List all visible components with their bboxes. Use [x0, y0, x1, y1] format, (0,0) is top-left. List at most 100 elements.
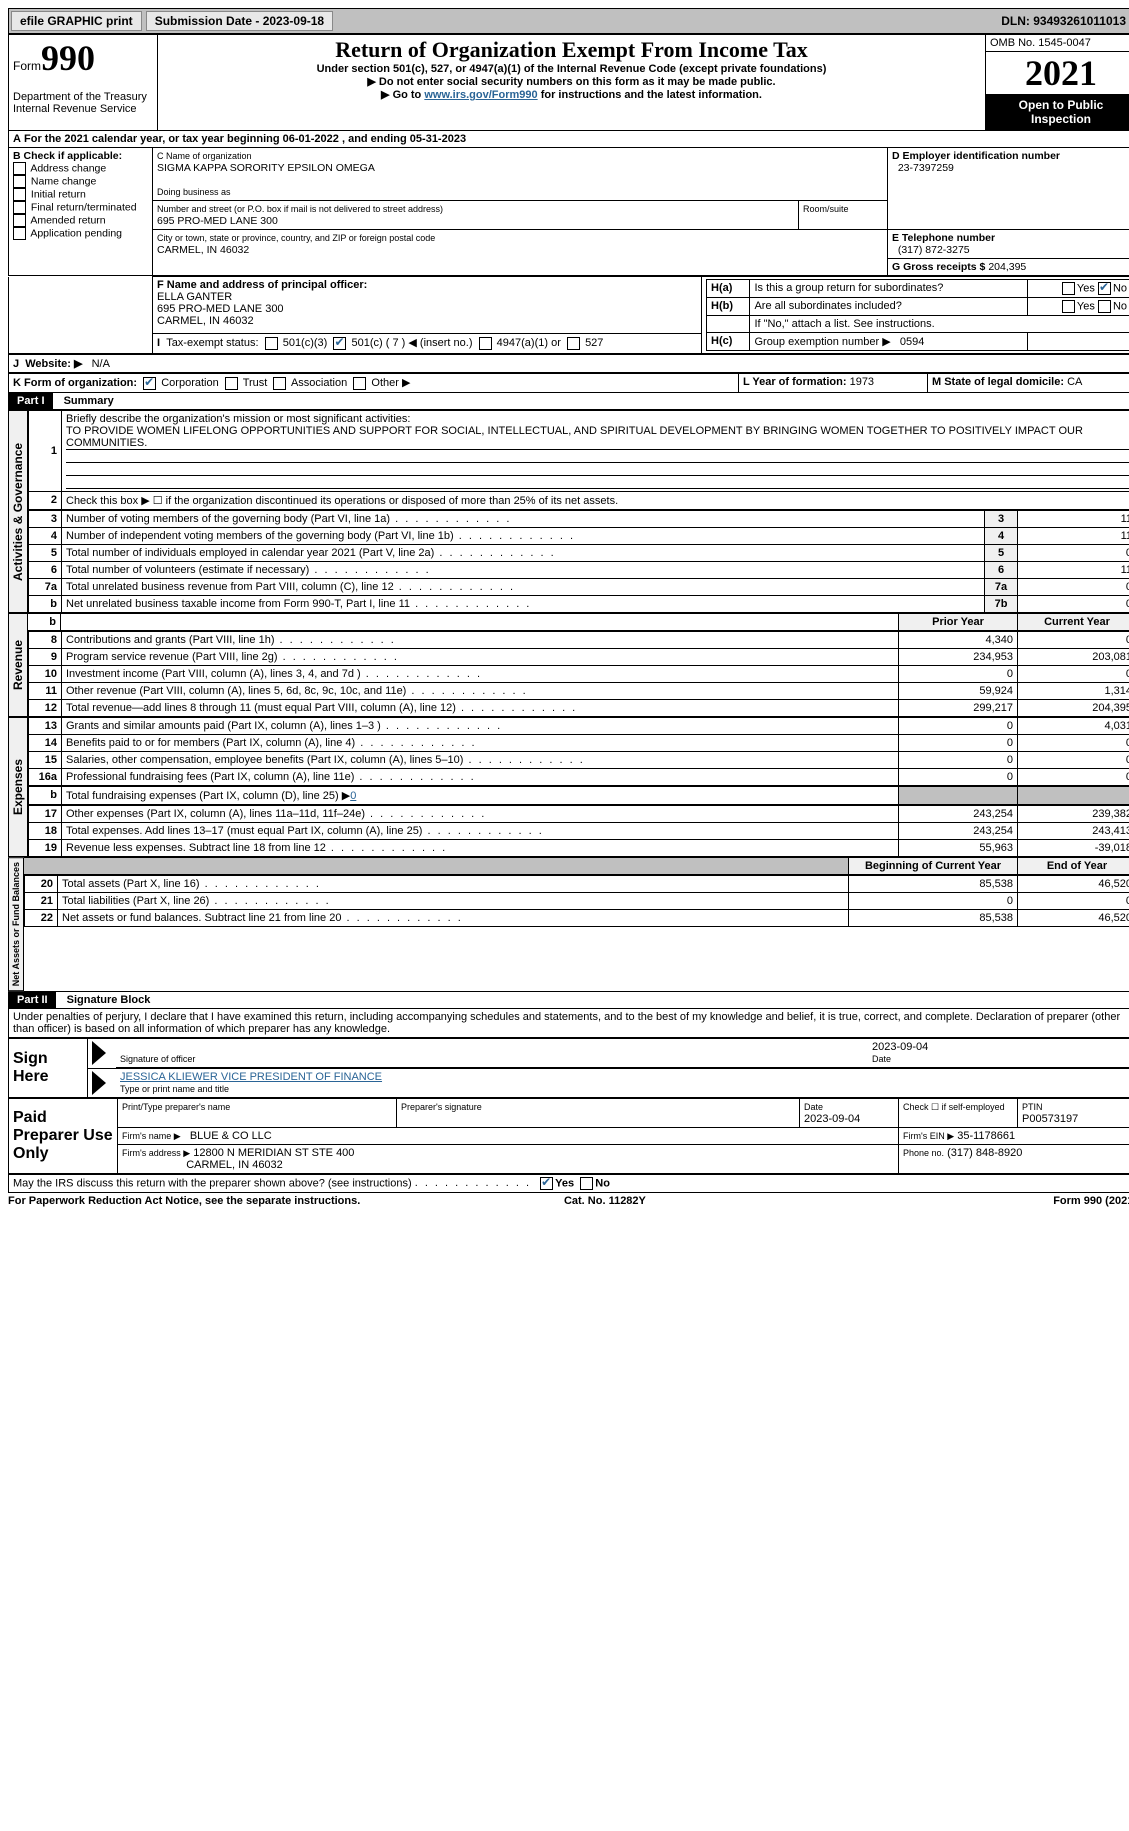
state-domicile: CA: [1067, 376, 1082, 388]
hdr-curr: Current Year: [1018, 613, 1129, 630]
hb-yes[interactable]: [1062, 300, 1075, 313]
hb-no[interactable]: [1098, 300, 1111, 313]
hdr-boy: Beginning of Current Year: [849, 857, 1018, 874]
check-app-pending[interactable]: [13, 227, 26, 240]
firm-addr-label: Firm's address ▶: [122, 1148, 190, 1158]
l16b-label: Total fundraising expenses (Part IX, col…: [66, 790, 350, 802]
i-4947[interactable]: [479, 337, 492, 350]
part2-bar: Part II: [9, 992, 56, 1008]
omb-number: OMB No. 1545-0047: [986, 35, 1129, 52]
b-label: B Check if applicable:: [13, 150, 122, 162]
form-number: 990: [41, 38, 95, 78]
m-label: M State of legal domicile:: [932, 376, 1064, 388]
form-title: Return of Organization Exempt From Incom…: [162, 37, 981, 63]
open-inspection: Open to Public Inspection: [986, 94, 1129, 130]
table-row: 17Other expenses (Part IX, column (A), l…: [29, 805, 1129, 822]
city-label: City or town, state or province, country…: [157, 233, 435, 243]
table-row: 13Grants and similar amounts paid (Part …: [29, 717, 1129, 734]
section-f-h: F Name and address of principal officer:…: [8, 276, 1129, 354]
table-row: 19Revenue less expenses. Subtract line 1…: [29, 839, 1129, 856]
table-row: 22Net assets or fund balances. Subtract …: [25, 909, 1129, 926]
footer-left: For Paperwork Reduction Act Notice, see …: [8, 1195, 360, 1207]
table-row: 3Number of voting members of the governi…: [29, 510, 1129, 527]
dln: DLN: 93493261011013: [1001, 14, 1129, 28]
d-label: D Employer identification number: [892, 150, 1060, 162]
ptin-label: PTIN: [1022, 1102, 1043, 1112]
officer-city: CARMEL, IN 46032: [157, 315, 254, 327]
k-trust[interactable]: [225, 377, 238, 390]
l-label: L Year of formation:: [743, 376, 847, 388]
l1-label: Briefly describe the organization's miss…: [66, 413, 410, 425]
discuss-no[interactable]: [580, 1177, 593, 1190]
i-501c[interactable]: [333, 337, 346, 350]
firm-addr1: 12800 N MERIDIAN ST STE 400: [193, 1147, 354, 1159]
website: N/A: [92, 358, 110, 370]
subtitle-1: Under section 501(c), 527, or 4947(a)(1)…: [162, 63, 981, 75]
check-name-change[interactable]: [13, 175, 26, 188]
irs-label: Internal Revenue Service: [13, 103, 137, 115]
side-activities: Activities & Governance: [8, 410, 28, 613]
table-row: 11Other revenue (Part VIII, column (A), …: [29, 682, 1129, 699]
check-initial-return[interactable]: [13, 188, 26, 201]
dept-treasury: Department of the Treasury: [13, 91, 147, 103]
declaration: Under penalties of perjury, I declare th…: [8, 1009, 1129, 1038]
firm-phone: (317) 848-8920: [947, 1147, 1022, 1159]
name-title-label: Type or print name and title: [120, 1084, 229, 1094]
table-row: 8Contributions and grants (Part VIII, li…: [29, 631, 1129, 648]
hc-label: Group exemption number ▶: [754, 336, 890, 348]
discuss-yes[interactable]: [540, 1177, 553, 1190]
officer-name: ELLA GANTER: [157, 291, 232, 303]
l16b-value[interactable]: 0: [350, 790, 356, 802]
k-other[interactable]: [353, 377, 366, 390]
check-amended[interactable]: [13, 214, 26, 227]
line-a: A For the 2021 calendar year, or tax yea…: [8, 131, 1129, 147]
i-label: Tax-exempt status:: [166, 337, 258, 349]
ein: 23-7397259: [898, 162, 954, 174]
part1-bar: Part I: [9, 393, 53, 409]
form990-link[interactable]: www.irs.gov/Form990: [424, 89, 537, 101]
table-row: 4Number of independent voting members of…: [29, 527, 1129, 544]
c-name-label: C Name of organization: [157, 151, 252, 161]
i-501c3[interactable]: [265, 337, 278, 350]
table-row: 15Salaries, other compensation, employee…: [29, 751, 1129, 768]
pt-date-label: Date: [804, 1102, 823, 1112]
section-b-g: B Check if applicable: Address change Na…: [8, 147, 1129, 276]
side-expenses: Expenses: [8, 717, 28, 857]
ha-no[interactable]: [1098, 282, 1111, 295]
hc-value: 0594: [900, 336, 924, 348]
i-527[interactable]: [567, 337, 580, 350]
sign-here-block: Sign Here Signature of officer 2023-09-0…: [8, 1038, 1129, 1098]
check-final-return[interactable]: [13, 201, 26, 214]
sig-date: 2023-09-04: [872, 1041, 928, 1053]
efile-print-button[interactable]: efile GRAPHIC print: [11, 11, 142, 31]
ptin: P00573197: [1022, 1113, 1078, 1125]
footer: For Paperwork Reduction Act Notice, see …: [8, 1193, 1129, 1207]
e-label: E Telephone number: [892, 232, 995, 244]
firm-ein-label: Firm's EIN ▶: [903, 1131, 954, 1141]
org-name: SIGMA KAPPA SORORITY EPSILON OMEGA: [157, 162, 375, 174]
pt-name-label: Print/Type preparer's name: [122, 1102, 230, 1112]
firm-phone-label: Phone no.: [903, 1148, 944, 1158]
officer-name-title[interactable]: JESSICA KLIEWER VICE PRESIDENT OF FINANC…: [120, 1071, 382, 1083]
side-revenue: Revenue: [8, 613, 28, 717]
hb-note: If "No," attach a list. See instructions…: [750, 316, 1129, 333]
tax-year: 2021: [986, 52, 1129, 94]
officer-street: 695 PRO-MED LANE 300: [157, 303, 284, 315]
k-corp[interactable]: [143, 377, 156, 390]
part1-title: Summary: [56, 395, 114, 407]
pt-sig-label: Preparer's signature: [401, 1102, 482, 1112]
table-row: 6Total number of volunteers (estimate if…: [29, 561, 1129, 578]
check-address-change[interactable]: [13, 162, 26, 175]
ha-label: Is this a group return for subordinates?: [750, 280, 1028, 298]
section-klm: K Form of organization: Corporation Trus…: [8, 373, 1129, 393]
g-label: G Gross receipts $: [892, 261, 985, 273]
paid-preparer-block: Paid Preparer Use Only Print/Type prepar…: [8, 1098, 1129, 1174]
table-row: 21Total liabilities (Part X, line 26)00: [25, 892, 1129, 909]
firm-ein: 35-1178661: [957, 1130, 1015, 1142]
mission: TO PROVIDE WOMEN LIFELONG OPPORTUNITIES …: [66, 425, 1129, 450]
k-assoc[interactable]: [273, 377, 286, 390]
ha-yes[interactable]: [1062, 282, 1075, 295]
j-label: Website: ▶: [25, 358, 82, 370]
phone: (317) 872-3275: [898, 244, 970, 256]
firm-addr2: CARMEL, IN 46032: [186, 1159, 283, 1171]
